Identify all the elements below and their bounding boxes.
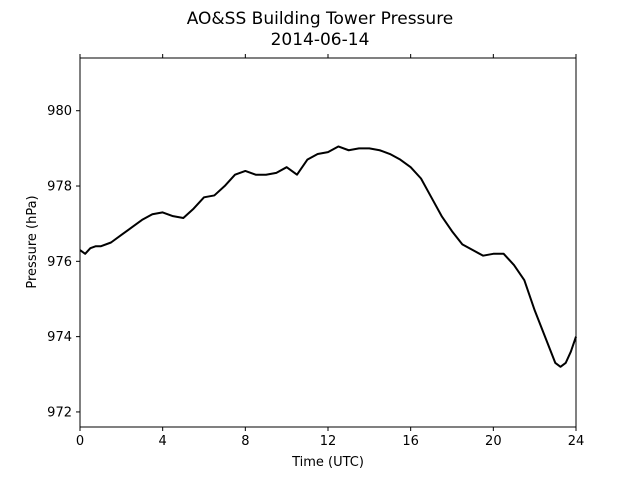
x-tick-label: 8 — [241, 434, 249, 449]
pressure-series-line — [79, 145, 577, 368]
x-axis-ticks: 0 4 8 12 16 20 24 — [76, 54, 584, 449]
chart-subtitle: 2014-06-14 — [271, 30, 370, 50]
x-axis-label: Time (UTC) — [291, 455, 364, 470]
y-tick-label: 976 — [47, 255, 72, 270]
chart-title: AO&SS Building Tower Pressure — [187, 9, 454, 29]
x-tick-label: 24 — [568, 434, 585, 449]
plot-frame — [79, 57, 577, 428]
y-tick-label: 980 — [47, 104, 72, 119]
x-tick-label: 20 — [485, 434, 502, 449]
y-tick-label: 978 — [47, 180, 72, 195]
x-tick-label: 4 — [159, 434, 167, 449]
x-tick-label: 0 — [76, 434, 84, 449]
y-axis-label: Pressure (hPa) — [25, 195, 40, 288]
x-tick-label: 16 — [402, 434, 419, 449]
x-tick-label: 12 — [320, 434, 337, 449]
y-axis-ticks: 972 974 976 978 980 — [47, 104, 80, 420]
y-tick-label: 974 — [47, 330, 72, 345]
y-tick-label: 972 — [47, 405, 72, 420]
